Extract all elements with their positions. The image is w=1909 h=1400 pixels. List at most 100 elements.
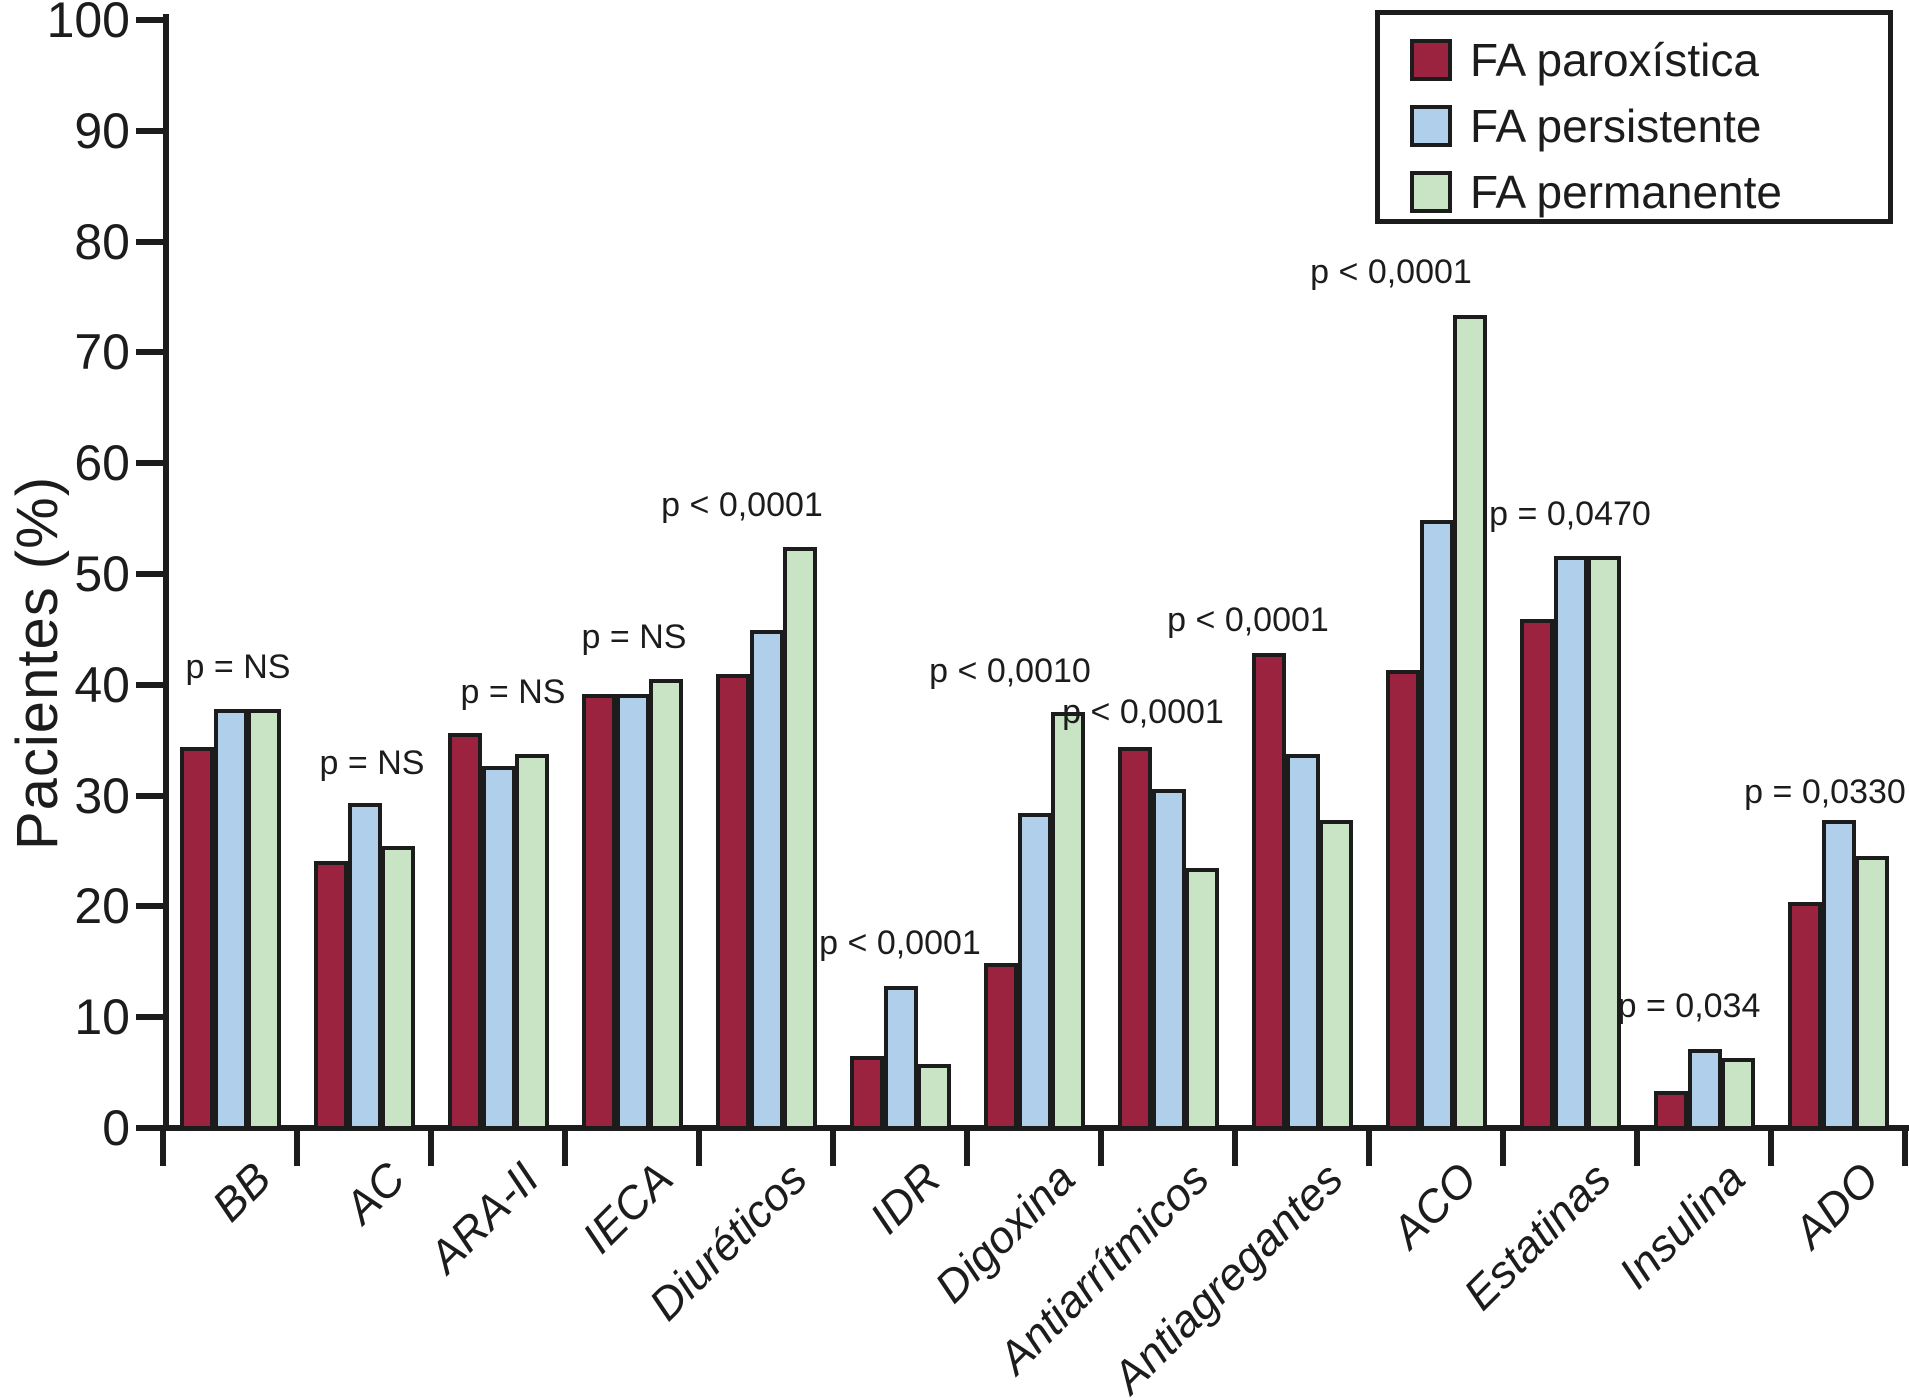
y-tick-mark [136, 903, 163, 910]
bar-aco-fa-persistente [1420, 520, 1454, 1130]
legend-item-2: FA persistente [1410, 93, 1888, 159]
bar-diuréticos-fa-permanente [783, 547, 817, 1130]
legend-label-2: FA persistente [1470, 100, 1762, 152]
bar-bb-fa-permanente [247, 709, 281, 1130]
bar-ac-fa-persistente [348, 803, 382, 1130]
bar-aco-fa-paroxística [1386, 670, 1420, 1130]
y-tick-label: 70 [74, 324, 130, 381]
x-tick-mark [294, 1128, 300, 1166]
legend-swatch-3 [1410, 171, 1452, 213]
y-tick-mark [136, 127, 163, 134]
bar-ac-fa-permanente [381, 846, 415, 1130]
bar-ieca-fa-permanente [649, 679, 683, 1130]
legend-item-3: FA permanente [1410, 159, 1888, 225]
legend-item-1: FA paroxística [1410, 27, 1888, 93]
p-value-label-ac: p = NS [319, 744, 425, 783]
bar-idr-fa-paroxística [850, 1056, 884, 1130]
bar-bb-fa-persistente [214, 709, 248, 1130]
x-tick-mark [1902, 1128, 1908, 1166]
bar-bb-fa-paroxística [180, 747, 214, 1130]
bar-estatinas-fa-paroxística [1520, 619, 1554, 1130]
bar-antiarrítmicos-fa-permanente [1185, 868, 1219, 1130]
y-tick-label: 40 [74, 656, 130, 713]
y-tick-label: 100 [46, 0, 130, 48]
bar-antiagregantes-fa-paroxística [1252, 653, 1286, 1130]
bar-ac-fa-paroxística [314, 861, 348, 1130]
x-tick-mark [1366, 1128, 1372, 1166]
p-value-label-idr: p < 0,0001 [819, 923, 981, 962]
bar-ieca-fa-persistente [616, 694, 650, 1130]
bar-antiagregantes-fa-permanente [1319, 820, 1353, 1130]
y-tick-label: 80 [74, 213, 130, 270]
p-value-label-ado: p = 0,0330 [1744, 773, 1906, 812]
legend-swatch-2 [1410, 105, 1452, 147]
bar-ara-ii-fa-permanente [515, 754, 549, 1130]
bar-diuréticos-fa-persistente [750, 630, 784, 1130]
p-value-label-antiarrítmicos: p < 0,0001 [1062, 693, 1224, 732]
bar-insulina-fa-persistente [1688, 1049, 1722, 1130]
y-tick-mark [136, 681, 163, 688]
x-tick-mark [1634, 1128, 1640, 1166]
x-tick-mark [562, 1128, 568, 1166]
y-tick-label: 50 [74, 546, 130, 602]
y-tick-label: 20 [74, 878, 130, 935]
y-tick-mark [136, 571, 163, 577]
bar-estatinas-fa-permanente [1587, 556, 1621, 1130]
legend-label-1: FA paroxística [1470, 34, 1759, 86]
y-tick-mark [136, 460, 163, 467]
legend-swatch-1 [1410, 39, 1452, 81]
y-tick-label: 30 [74, 767, 130, 824]
bar-estatinas-fa-persistente [1554, 556, 1588, 1130]
bar-insulina-fa-paroxística [1654, 1091, 1688, 1130]
y-tick-mark [136, 792, 163, 799]
x-tick-mark [1232, 1128, 1238, 1166]
y-tick-label: 90 [74, 102, 130, 159]
p-value-label-digoxina: p < 0,0010 [929, 652, 1091, 691]
p-value-label-diuréticos: p < 0,0001 [661, 486, 823, 525]
bar-ado-fa-persistente [1822, 820, 1856, 1130]
bar-aco-fa-permanente [1453, 315, 1487, 1130]
bar-ado-fa-permanente [1855, 856, 1889, 1130]
bar-digoxina-fa-persistente [1018, 813, 1052, 1130]
bar-ara-ii-fa-persistente [482, 766, 516, 1130]
bar-diuréticos-fa-paroxística [716, 674, 750, 1130]
y-tick-mark [136, 1014, 163, 1021]
y-axis-line [163, 14, 169, 1131]
x-tick-mark [696, 1128, 702, 1166]
y-tick-mark [136, 238, 163, 245]
bar-idr-fa-permanente [917, 1064, 951, 1130]
y-tick-label: 10 [74, 989, 130, 1046]
y-tick-mark [136, 17, 163, 23]
x-tick-mark [160, 1128, 166, 1166]
bar-digoxina-fa-permanente [1051, 712, 1085, 1130]
x-tick-mark [428, 1128, 434, 1166]
x-tick-mark [1768, 1128, 1774, 1166]
y-tick-mark [136, 349, 163, 356]
legend-label-3: FA permanente [1470, 166, 1782, 218]
bar-idr-fa-persistente [884, 986, 918, 1130]
bar-antiagregantes-fa-persistente [1286, 754, 1320, 1130]
bar-ara-ii-fa-paroxística [448, 733, 482, 1130]
x-tick-mark [1098, 1128, 1104, 1166]
p-value-label-bb: p = NS [185, 647, 291, 686]
p-value-label-insulina: p = 0,034 [1617, 986, 1761, 1025]
bar-antiarrítmicos-fa-paroxística [1118, 747, 1152, 1130]
y-tick-label: 0 [102, 1100, 130, 1156]
bar-ado-fa-paroxística [1788, 902, 1822, 1130]
x-tick-mark [1500, 1128, 1506, 1166]
p-value-label-aco: p < 0,0001 [1310, 253, 1472, 292]
p-value-label-ara-ii: p = NS [460, 673, 566, 712]
bar-ieca-fa-paroxística [582, 694, 616, 1130]
p-value-label-ieca: p = NS [581, 618, 687, 656]
legend-box: FA paroxística FA persistente FA permanent… [1375, 10, 1893, 224]
bar-digoxina-fa-paroxística [984, 963, 1018, 1130]
p-value-label-estatinas: p = 0,0470 [1489, 495, 1651, 534]
x-tick-mark [964, 1128, 970, 1166]
x-tick-mark [830, 1128, 836, 1166]
bar-insulina-fa-permanente [1721, 1058, 1755, 1130]
y-tick-mark [136, 1125, 163, 1131]
y-tick-label: 60 [74, 435, 130, 492]
p-value-label-antiagregantes: p < 0,0001 [1167, 601, 1329, 640]
bar-antiarrítmicos-fa-persistente [1152, 789, 1186, 1130]
